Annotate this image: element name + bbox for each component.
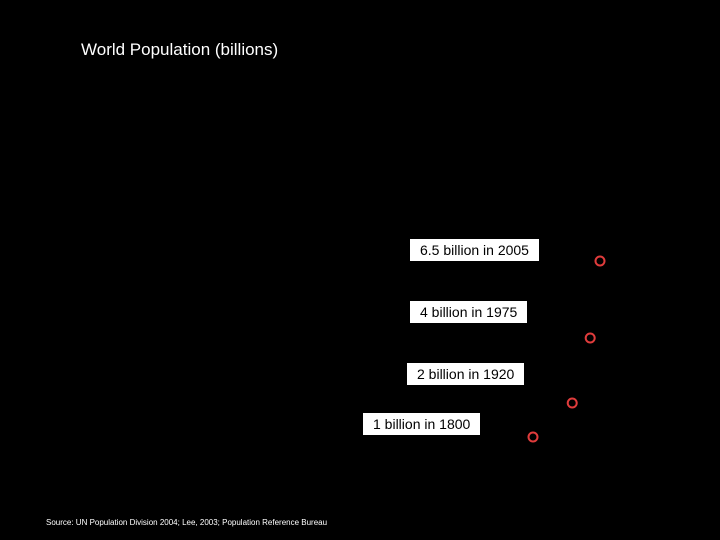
data-label-1920: 2 billion in 1920 — [407, 363, 525, 385]
data-label-1800: 1 billion in 1800 — [363, 413, 481, 435]
chart-title: World Population (billions) — [81, 40, 279, 59]
data-label-1975: 4 billion in 1975 — [410, 301, 528, 323]
source-note: Source: UN Population Division 2004; Lee… — [46, 518, 328, 527]
data-point-1975 — [584, 332, 596, 344]
data-point-2005 — [594, 255, 606, 267]
data-label-2005: 6.5 billion in 2005 — [410, 239, 539, 261]
data-point-1920 — [566, 397, 578, 409]
data-point-1800 — [527, 431, 539, 443]
